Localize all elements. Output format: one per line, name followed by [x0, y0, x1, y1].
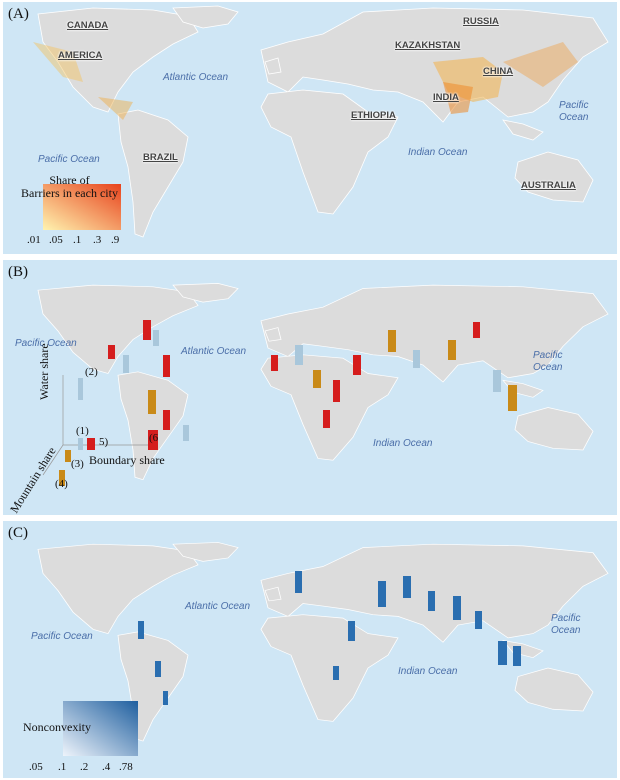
- country-label: INDIA: [433, 92, 459, 103]
- legend-a-tick: .01: [27, 234, 41, 246]
- world-map-c: [37, 541, 609, 756]
- ocean-label: Indian Ocean: [373, 438, 433, 449]
- mountain-bar-example: [65, 450, 71, 462]
- water-share-label: Water share: [37, 343, 51, 400]
- nonconvexity-bars: [138, 571, 521, 705]
- ocean-label: Atlantic Ocean: [185, 601, 251, 612]
- ocean-label: Pacific Ocean: [15, 338, 77, 349]
- country-label: ETHIOPIA: [351, 110, 396, 121]
- marker-5: 5): [99, 436, 109, 448]
- country-label: KAZAKHSTAN: [395, 40, 461, 51]
- world-map-a: [33, 5, 609, 238]
- legend-c-title: Nonconvexity: [23, 720, 91, 734]
- panel-a-label: (A): [8, 6, 29, 22]
- water-bar-example: [78, 438, 83, 450]
- ocean-label: Atlantic Ocean: [163, 72, 229, 83]
- legend-c-tick: .1: [58, 761, 67, 773]
- panel-b-barrier-types-map: (B) Pacific Ocean Atlantic Ocean Indian …: [3, 260, 617, 515]
- panel-a-barrier-map: (A) Atlantic Ocean Indian Ocean Pacific …: [3, 2, 617, 254]
- legend-c-tick: .05: [29, 761, 43, 773]
- legend-c-gradient: [63, 701, 138, 756]
- boundary-bar-example: [87, 438, 95, 450]
- bar-glyphs: [108, 320, 517, 441]
- ocean-label: Atlantic Ocean: [181, 346, 247, 357]
- boundary-share-label: Boundary share: [89, 453, 165, 467]
- marker-4: (4): [55, 478, 68, 490]
- legend-c-tick: .2: [80, 761, 89, 773]
- panel-c-nonconvexity-map: (C) Atlantic Ocean Pacific Ocean Indian …: [3, 521, 617, 778]
- ocean-label: Pacific Ocean: [533, 350, 563, 373]
- country-label: CANADA: [67, 20, 109, 31]
- country-label: AUSTRALIA: [521, 180, 576, 191]
- mountain-bar-example: [59, 470, 65, 486]
- barrier-shading: [33, 42, 578, 120]
- marker-2: (2): [85, 366, 98, 378]
- ocean-label: Indian Ocean: [408, 147, 468, 158]
- legend-a-tick: .9: [111, 234, 120, 246]
- legend-c-tick: .78: [119, 761, 133, 773]
- country-label: RUSSIA: [463, 16, 499, 27]
- panel-b-label: (B): [8, 264, 28, 280]
- country-label: AMERICA: [58, 50, 103, 61]
- legend-a-gradient: [43, 184, 121, 230]
- country-label: BRAZIL: [143, 152, 178, 163]
- ocean-label: Pacific Ocean: [38, 154, 100, 165]
- legend-a-tick: .1: [73, 234, 82, 246]
- legend-a-tick: .05: [49, 234, 63, 246]
- water-bar-example: [78, 378, 83, 400]
- ocean-label: Pacific Ocean: [31, 631, 93, 642]
- legend-c-tick: .4: [102, 761, 111, 773]
- legend-a-tick: .3: [93, 234, 102, 246]
- marker-6: (6: [149, 432, 159, 444]
- ocean-label: Pacific Ocean: [559, 100, 589, 123]
- ocean-label: Indian Ocean: [398, 666, 458, 677]
- marker-3: (3): [71, 458, 84, 470]
- legend-a-title: Share of Barriers in each city: [21, 173, 118, 200]
- boundary-bar-example: [148, 430, 158, 450]
- world-map-b: [37, 282, 609, 486]
- ocean-label: Pacific Ocean: [551, 613, 581, 636]
- marker-1: (1): [76, 425, 89, 437]
- country-label: CHINA: [483, 66, 514, 77]
- panel-c-label: (C): [8, 525, 28, 541]
